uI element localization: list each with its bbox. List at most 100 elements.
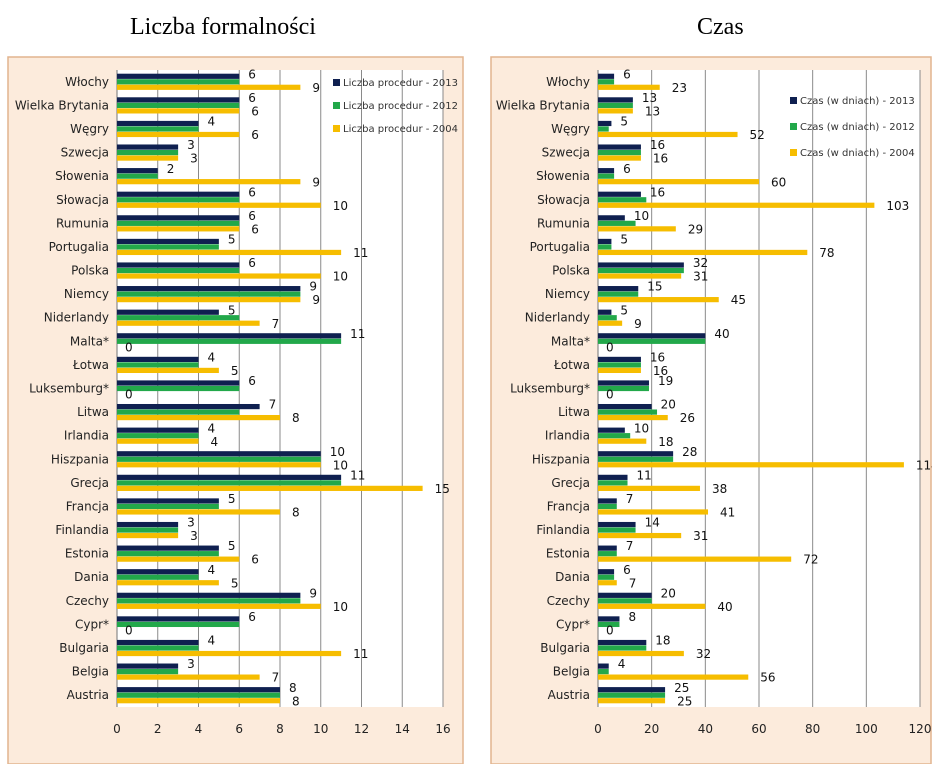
bar-2013 [598, 545, 617, 551]
bar-2012 [117, 621, 240, 628]
bar-2012 [117, 362, 199, 368]
category-label: Szwecja [542, 146, 590, 160]
data-label: 72 [803, 553, 818, 567]
x-tick-label: 120 [909, 722, 932, 736]
bar-2013 [117, 545, 219, 551]
data-label: 5 [228, 539, 236, 553]
bar-2004 [598, 580, 617, 586]
bar-2004 [117, 556, 240, 562]
bar-2004 [598, 698, 666, 704]
bar-2013 [598, 569, 615, 575]
category-label: Polska [71, 264, 109, 278]
category-label: Cypr* [556, 617, 590, 631]
bar-2013 [598, 403, 652, 410]
category-label: Łotwa [72, 358, 109, 372]
bar-2012 [117, 315, 240, 321]
data-label: 8 [289, 681, 297, 695]
category-label: Polska [552, 264, 590, 278]
data-label: 6 [248, 209, 256, 223]
bar-2013 [117, 73, 240, 79]
bar-2013 [117, 356, 199, 363]
bar-2013 [598, 238, 612, 245]
bar-2004 [598, 273, 682, 279]
data-label: 56 [760, 671, 775, 685]
bar-2004 [598, 414, 668, 421]
data-label: 7 [629, 576, 637, 590]
data-label: 5 [231, 364, 239, 378]
data-label: 19 [658, 374, 673, 388]
bar-2013 [598, 427, 625, 433]
right-chart-heading: Czas [697, 14, 744, 40]
bar-2012 [117, 456, 321, 462]
bar-2004 [117, 698, 280, 704]
bar-2004 [117, 532, 179, 539]
data-label: 11 [637, 468, 652, 482]
x-tick-label: 14 [395, 722, 410, 736]
category-label: Malta* [551, 334, 590, 348]
data-label: 3 [190, 529, 198, 543]
category-label: Łotwa [553, 358, 590, 372]
bar-2013 [117, 451, 321, 457]
x-tick-label: 100 [855, 722, 878, 736]
bar-2013 [598, 639, 647, 646]
bar-2013 [117, 286, 301, 292]
bar-2004 [117, 438, 199, 444]
bar-2012 [117, 409, 240, 415]
data-label: 16 [650, 185, 665, 199]
data-label: 9 [634, 317, 642, 331]
bar-2013 [598, 120, 612, 127]
bar-2004 [598, 462, 904, 468]
category-label: Portugalia [49, 240, 109, 254]
bar-2004 [117, 414, 280, 421]
data-label: 6 [251, 128, 259, 142]
bar-2004 [117, 273, 321, 279]
bar-2012 [598, 480, 628, 486]
category-label: Czechy [547, 594, 590, 608]
data-label: 6 [248, 610, 256, 624]
bar-2004 [117, 131, 240, 138]
data-label: 25 [677, 694, 692, 708]
x-tick-label: 8 [276, 722, 284, 736]
legend-swatch [333, 125, 340, 132]
data-label: 7 [272, 671, 280, 685]
category-label: Niderlandy [44, 311, 109, 325]
bar-2012 [598, 197, 647, 203]
data-label: 4 [208, 563, 216, 577]
category-label: Dania [555, 570, 590, 584]
data-label: 16 [650, 351, 665, 365]
bar-2004 [117, 226, 240, 232]
category-label: Rumunia [56, 216, 109, 230]
category-label: Estonia [546, 547, 590, 561]
bar-2013 [598, 498, 617, 504]
legend-label: Czas (w dniach) - 2013 [800, 96, 915, 107]
category-label: Niemcy [64, 287, 109, 301]
bar-2004 [117, 580, 219, 586]
data-label: 4 [208, 421, 216, 435]
category-label: Belgia [553, 665, 590, 679]
data-label: 38 [712, 482, 727, 496]
bar-2012 [598, 126, 609, 132]
data-label: 32 [696, 647, 711, 661]
bar-2013 [598, 616, 620, 622]
data-label: 4 [618, 657, 626, 671]
bar-2004 [598, 650, 684, 657]
data-label: 3 [190, 152, 198, 166]
data-label: 10 [333, 199, 348, 213]
bar-2012 [598, 385, 649, 392]
bar-2012 [598, 220, 636, 226]
bar-2012 [117, 645, 199, 651]
data-label: 52 [750, 128, 765, 142]
data-label: 3 [187, 657, 195, 671]
bar-2004 [117, 485, 423, 491]
bar-2012 [598, 338, 706, 344]
data-label: 40 [717, 600, 732, 614]
bar-2012 [117, 669, 179, 675]
bar-2004 [598, 509, 709, 515]
data-label: 9 [309, 280, 317, 294]
category-label: Dania [74, 570, 109, 584]
data-label: 28 [682, 445, 697, 459]
bar-2013 [598, 309, 612, 315]
bar-2013 [117, 309, 219, 315]
